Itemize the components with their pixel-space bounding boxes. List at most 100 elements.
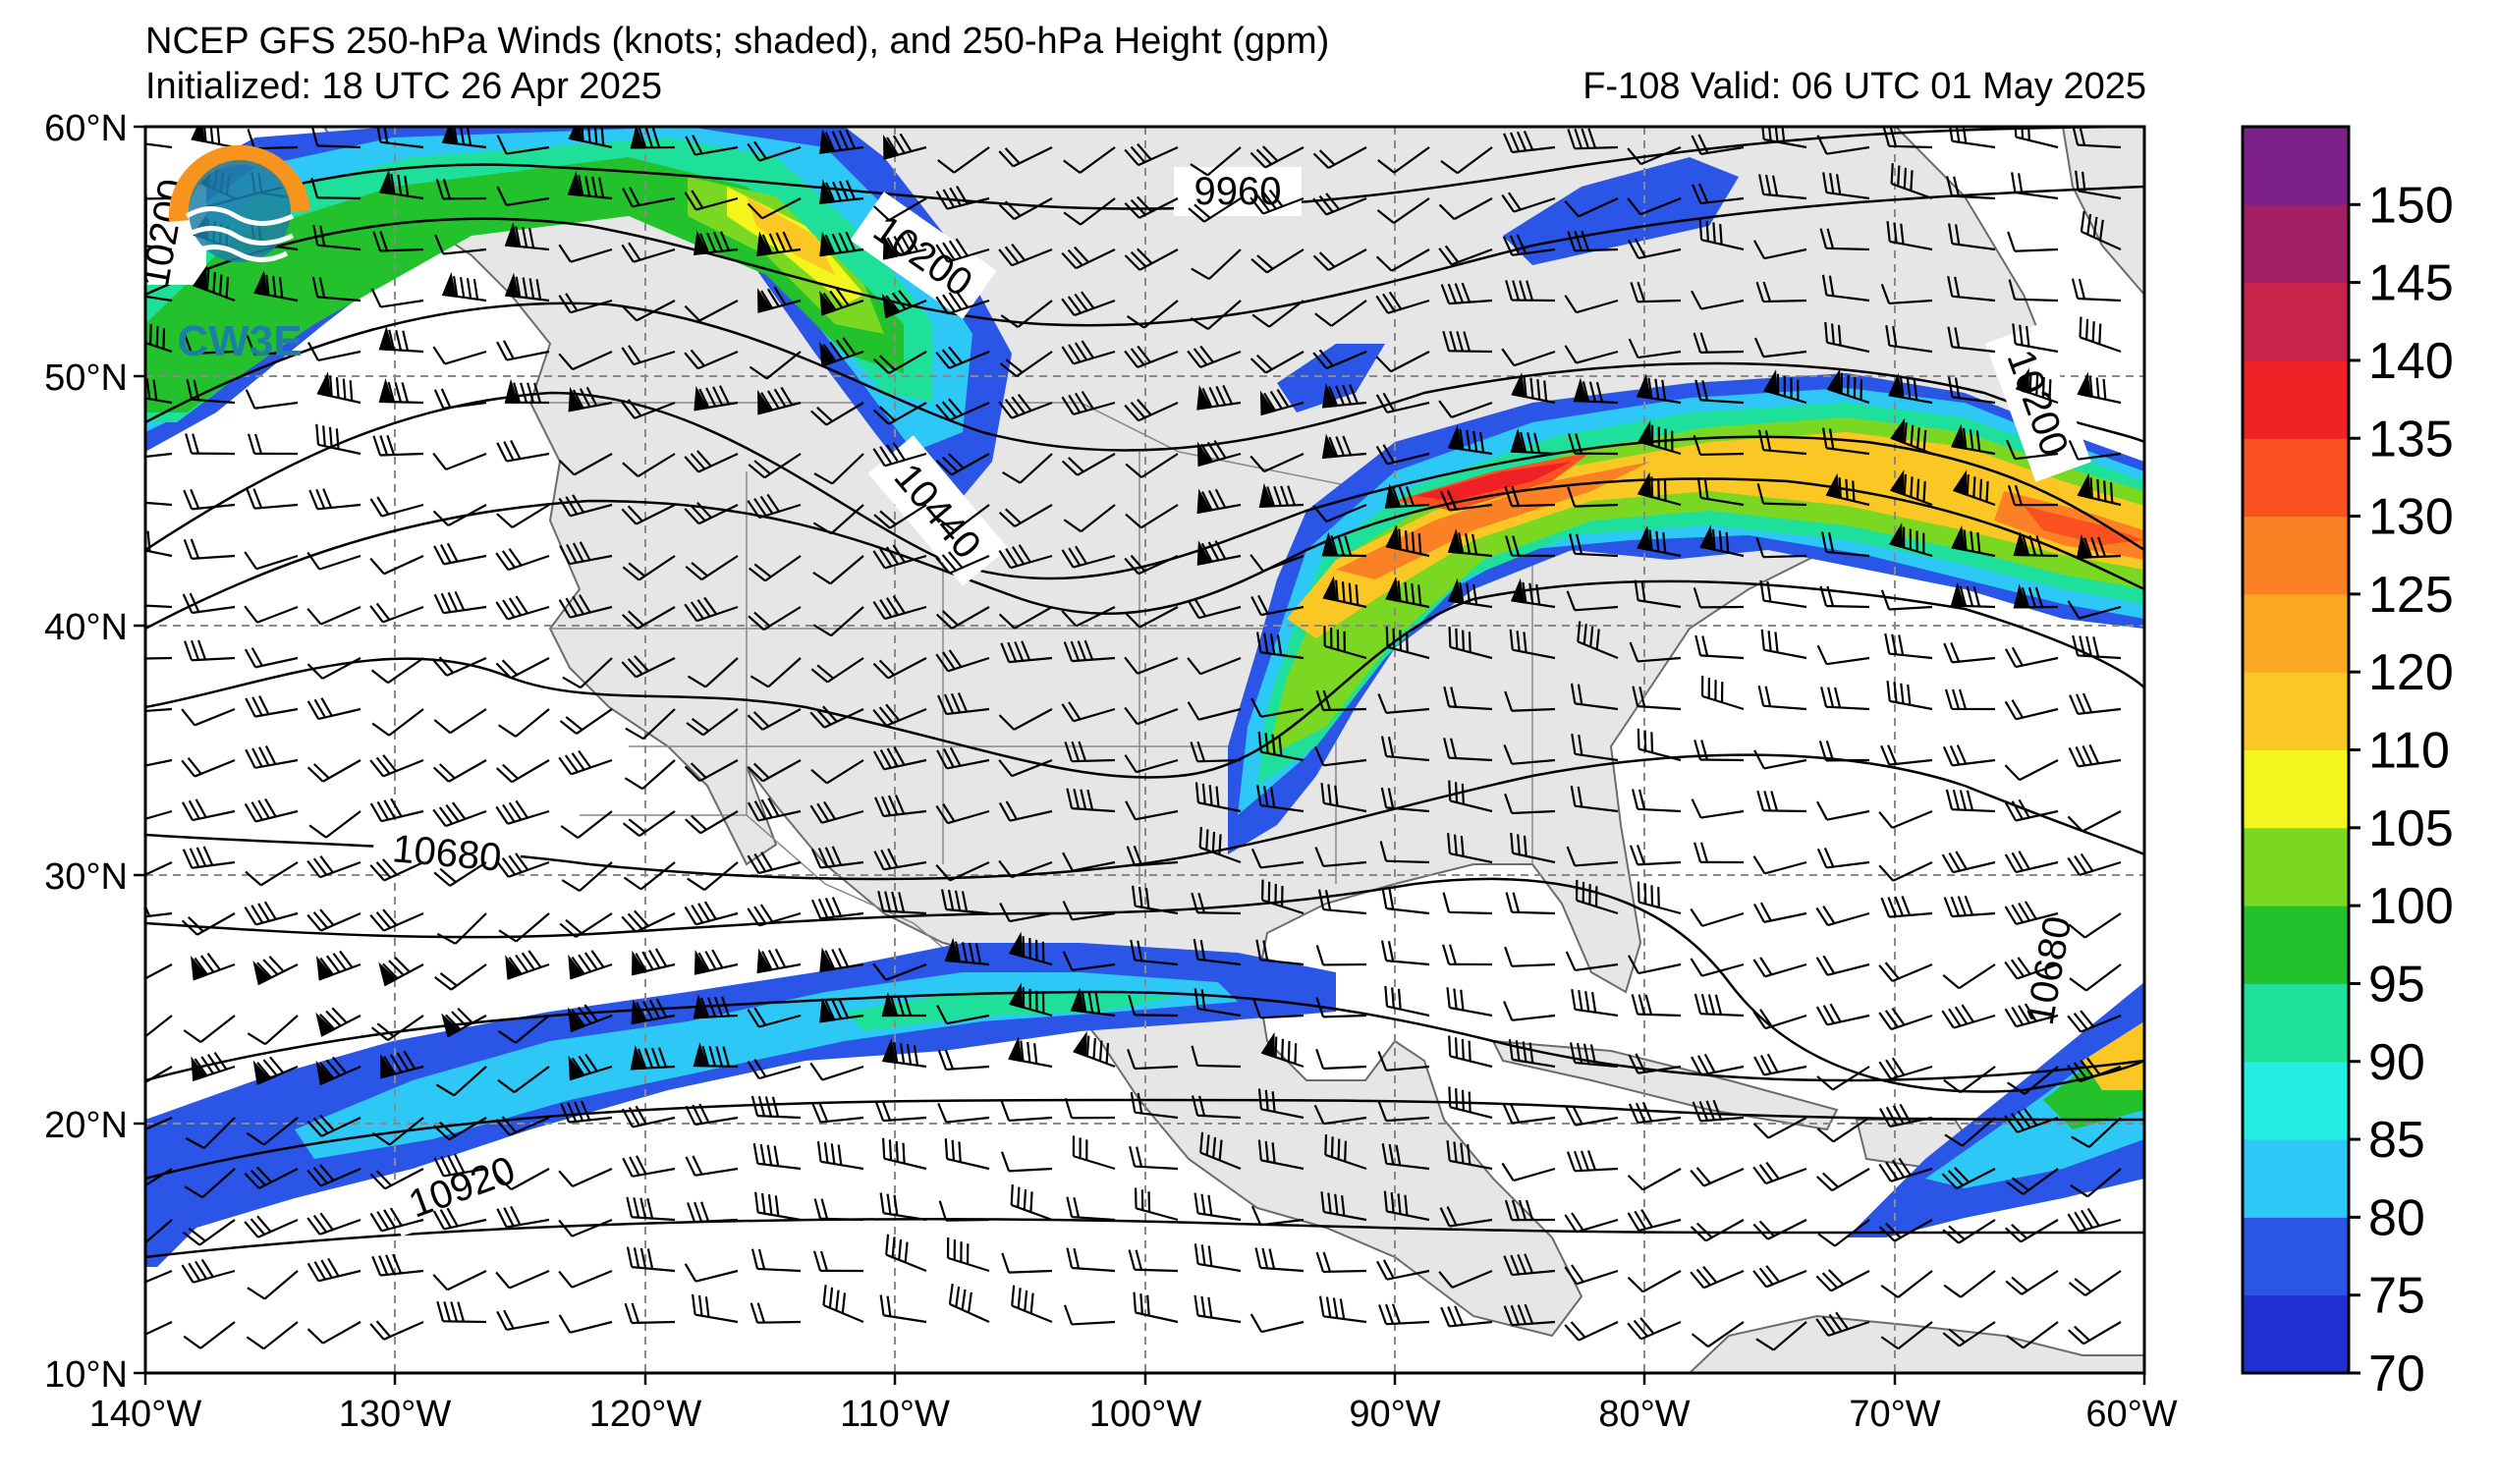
wind-barb [1255, 632, 1305, 660]
wind-barb [812, 555, 864, 585]
wind-barb [1312, 146, 1367, 170]
wind-barb [937, 692, 990, 716]
wind-barb [872, 703, 927, 727]
wind-barb [1693, 434, 1745, 457]
wind-barb [1630, 281, 1682, 303]
wind-barb [1260, 1031, 1305, 1069]
wind-barb [246, 1321, 299, 1350]
wind-barb [2015, 367, 2059, 405]
wind-barb [1070, 987, 1116, 1017]
wind-barb [881, 992, 927, 1017]
wind-barb [1564, 295, 1619, 314]
wind-barb [1941, 851, 1996, 874]
wind-barb [624, 1302, 676, 1325]
wind-barb [935, 238, 990, 263]
wind-barb [306, 1164, 361, 1187]
wind-barb [1377, 1101, 1430, 1123]
wind-barb [145, 963, 173, 986]
wind-barb [2004, 699, 2059, 721]
wind-barb [1251, 300, 1305, 328]
wind-barb [432, 1207, 487, 1231]
wind-barb [998, 197, 1053, 221]
wind-barb [748, 606, 802, 632]
wind-barb [1752, 240, 1807, 260]
wind-barb [747, 1059, 802, 1080]
wind-barb [1383, 1190, 1430, 1222]
wind-barb [935, 346, 990, 369]
lon-label: 60°W [2085, 1394, 2177, 1435]
wind-barb [630, 1045, 676, 1071]
wind-barb [810, 402, 864, 426]
wind-barb [810, 897, 864, 920]
wind-barb [433, 542, 487, 566]
wind-barb [687, 657, 739, 688]
wind-barb [1385, 577, 1430, 609]
wind-barb [1880, 284, 1933, 305]
wind-barb [1008, 931, 1053, 966]
wind-barb [247, 1015, 299, 1046]
colorbar-tick-label: 85 [2368, 1112, 2425, 1169]
wind-barb [684, 596, 739, 623]
wind-barb [1314, 847, 1367, 868]
wind-barb [434, 234, 487, 255]
wind-barb [495, 852, 550, 878]
wind-barb [1384, 483, 1430, 509]
wind-barb [496, 759, 550, 784]
wind-barb [496, 340, 550, 361]
wind-barb [558, 350, 613, 371]
wind-barb [1438, 197, 1493, 221]
wind-barb [747, 493, 802, 520]
wind-barb [1753, 337, 1807, 358]
wind-barb [378, 325, 424, 354]
wind-barb [1947, 275, 1996, 302]
wind-barb [1571, 989, 1619, 1017]
wind-barb [2004, 957, 2059, 980]
wind-barb [999, 903, 1053, 923]
wind-barb [1753, 902, 1807, 923]
wind-barb [1440, 282, 1493, 305]
wind-barb [2068, 743, 2122, 768]
jet-band-north [1277, 344, 1385, 412]
wind-barb [750, 1248, 802, 1273]
contour-label-box [850, 192, 997, 319]
wind-barb [1191, 1045, 1242, 1069]
wind-barb [2067, 1207, 2122, 1233]
wind-barb [1820, 531, 1870, 558]
axis-ticks [134, 125, 2146, 1385]
wind-barb [2077, 371, 2122, 405]
wind-barb [756, 948, 802, 974]
wind-barb [558, 1269, 613, 1289]
lon-label: 120°W [589, 1394, 702, 1435]
wind-barb [877, 890, 927, 915]
wind-barb [1505, 535, 1556, 558]
wind-barb [432, 1270, 487, 1292]
wind-barb [560, 810, 613, 839]
wind-barb [1878, 1219, 1933, 1242]
wind-barb [1315, 945, 1367, 966]
wind-barb [145, 758, 173, 770]
wind-barb [145, 1066, 173, 1090]
wind-barb [1125, 453, 1179, 478]
wind-barb [1061, 606, 1116, 628]
wind-barb [818, 179, 864, 204]
wind-barb [622, 453, 676, 478]
wind-barb [1951, 423, 1996, 456]
wind-barb [245, 861, 299, 887]
wind-barb [1501, 1162, 1556, 1182]
wind-barb [1631, 994, 1682, 1017]
wind-barb [1693, 993, 1745, 1017]
wind-barb [1505, 892, 1556, 915]
wind-barb [2080, 211, 2122, 251]
wind-barb [621, 399, 676, 419]
wind-barb [1945, 789, 1996, 813]
wind-barb [245, 389, 299, 410]
wind-barb [748, 555, 802, 582]
wind-barb [1124, 345, 1179, 368]
wind-barb [1443, 686, 1493, 711]
wind-barb [2068, 1270, 2122, 1296]
wind-barb [1250, 594, 1305, 617]
wind-barb [1503, 744, 1556, 765]
wind-barb [369, 602, 424, 624]
wind-barb [2067, 852, 2122, 876]
wind-barb [1632, 789, 1682, 813]
